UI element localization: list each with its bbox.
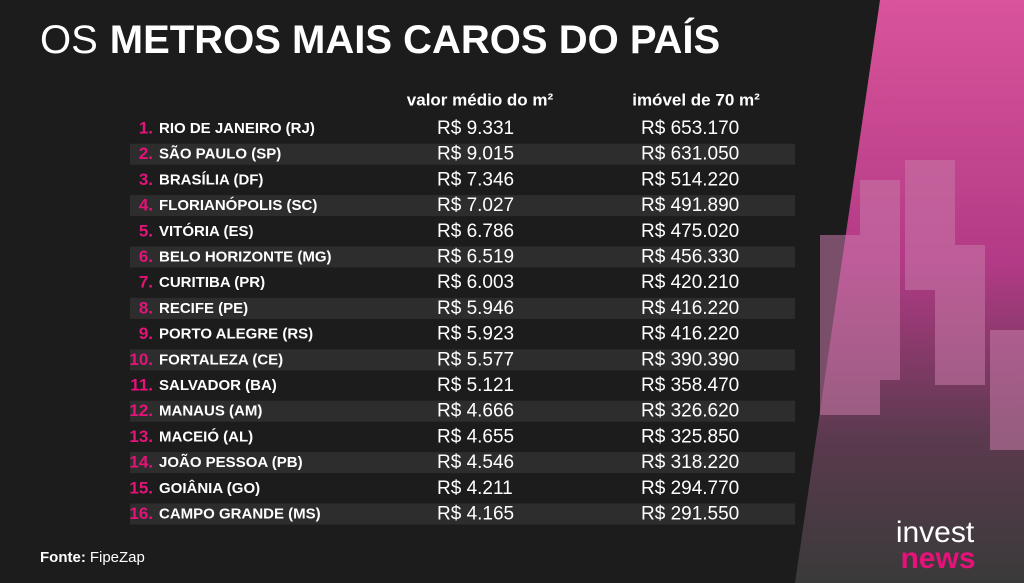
price-per-m2: R$ 5.577 [437,349,514,370]
city: BRASÍLIA (DF) [159,171,263,188]
rank: 8. [139,298,153,317]
price-70m2: R$ 416.220 [641,324,739,345]
price-70m2: R$ 390.390 [641,349,739,370]
rank: 15. [129,478,153,497]
city: JOÃO PESSOA (PB) [159,453,303,471]
city: FORTALEZA (CE) [159,351,283,368]
table-body: 1. RIO DE JANEIRO (RJ) R$ 9.331 R$ 653.170 2… [129,118,795,525]
price-per-m2: R$ 9.015 [437,144,514,165]
city: CAMPO GRANDE (MS) [159,505,321,522]
price-70m2: R$ 318.220 [641,452,739,473]
column-header: valor médio do m² [407,90,554,109]
price-70m2: R$ 653.170 [641,118,739,139]
rank: 9. [139,324,153,343]
price-per-m2: R$ 4.211 [437,478,513,499]
city: BELO HORIZONTE (MG) [159,248,332,265]
price-per-m2: R$ 5.923 [437,324,514,345]
rank: 10. [129,350,153,369]
city: MACEIÓ (AL) [159,427,253,445]
rank: 3. [139,170,153,189]
title: OS METROS MAIS CAROS DO PAÍS [40,17,720,62]
price-per-m2: R$ 4.165 [437,504,514,525]
price-per-m2: R$ 6.003 [437,272,514,293]
price-per-m2: R$ 5.946 [437,298,514,319]
price-70m2: R$ 358.470 [641,375,739,396]
city: VITÓRIA (ES) [159,222,253,240]
price-per-m2: R$ 6.786 [437,221,514,242]
rank: 7. [139,273,153,292]
row-stripe [130,143,795,165]
price-70m2: R$ 291.550 [641,504,739,525]
logo-top: invest [896,516,975,549]
city-photo [795,0,1024,583]
price-70m2: R$ 631.050 [641,144,739,165]
rank: 2. [139,144,153,163]
price-70m2: R$ 420.210 [641,272,739,293]
price-70m2: R$ 416.220 [641,298,739,319]
price-70m2: R$ 456.330 [641,247,739,268]
rank: 13. [129,427,153,446]
price-per-m2: R$ 7.346 [437,169,514,190]
price-70m2: R$ 491.890 [641,195,739,216]
rank: 11. [130,375,153,394]
price-per-m2: R$ 6.519 [437,247,514,268]
city: SÃO PAULO (SP) [159,145,281,163]
title-light: OS [40,18,98,62]
row-stripe [130,400,795,422]
column-header: imóvel de 70 m² [632,90,760,109]
city: GOIÂNIA (GO) [159,479,260,497]
price-per-m2: R$ 4.666 [437,401,514,422]
rank: 16. [129,504,153,523]
rank: 4. [139,196,153,215]
city: PORTO ALEGRE (RS) [159,326,313,343]
city: MANAUS (AM) [159,403,262,420]
buildings [820,160,1024,450]
rank: 14. [129,453,153,472]
source-label: Fonte: [40,549,86,566]
logo-bottom: news [900,542,975,575]
price-70m2: R$ 514.220 [641,169,739,190]
row-stripe [130,297,795,319]
price-70m2: R$ 475.020 [641,221,739,242]
source: Fonte: FipeZap [40,549,145,566]
city: FLORIANÓPOLIS (SC) [159,196,317,214]
rank: 12. [129,401,153,420]
source-name: FipeZap [90,549,145,566]
city: CURITIBA (PR) [159,274,265,291]
rank: 5. [139,221,153,240]
rank: 6. [139,247,153,266]
title-bold: METROS MAIS CAROS DO PAÍS [110,17,720,62]
city: RIO DE JANEIRO (RJ) [159,120,315,137]
price-per-m2: R$ 4.546 [437,452,514,473]
price-per-m2: R$ 4.655 [437,426,514,447]
city: RECIFE (PE) [159,300,248,317]
price-70m2: R$ 326.620 [641,401,739,422]
row-stripe [130,452,795,474]
price-per-m2: R$ 9.331 [437,118,514,139]
price-per-m2: R$ 7.027 [437,195,514,216]
row-stripe [130,246,795,268]
row-stripe [130,195,795,217]
row-stripe [130,503,795,525]
price-70m2: R$ 325.850 [641,426,739,447]
city: SALVADOR (BA) [159,377,277,394]
price-70m2: R$ 294.770 [641,478,739,499]
price-per-m2: R$ 5.121 [437,375,514,396]
rank: 1. [139,118,153,137]
row-stripe [130,349,795,371]
